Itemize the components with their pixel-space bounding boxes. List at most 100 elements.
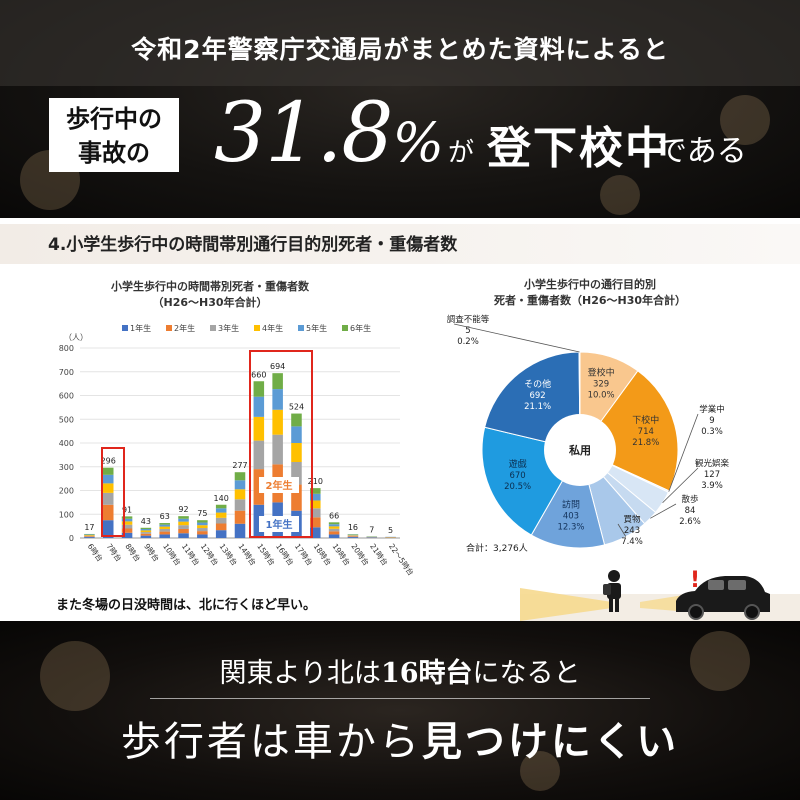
bar-segment (253, 504, 265, 538)
bar-segment (121, 521, 133, 525)
bar-segment (140, 527, 152, 529)
x-tick-label: 6時台 (86, 541, 106, 563)
highlight-box-15-17 (249, 350, 313, 538)
bar-legend: 1年生 2年生 3年生 4年生 5年生 6年生 (122, 323, 371, 333)
pie-slice-count: 243 (624, 526, 640, 536)
bar-segment (272, 373, 283, 390)
legend-swatch (166, 325, 172, 331)
legend-swatch (298, 325, 304, 331)
pie-slice-pct: 0.2% (457, 337, 479, 347)
leader-line (668, 413, 699, 492)
bar-segment (272, 389, 283, 410)
pie-slice-count: 5 (465, 326, 470, 336)
bar-segment (121, 524, 133, 529)
bokeh-light (40, 641, 110, 711)
bar-segment (291, 426, 302, 443)
pie-slice-label: 登校中 (588, 366, 615, 378)
bar-segment (253, 416, 265, 441)
legend-swatch (342, 325, 348, 331)
big-percentage: 31.8% (214, 84, 444, 193)
bar-total-label: 92 (178, 505, 188, 514)
x-tick-label: 8時台 (123, 541, 143, 563)
bar-segment (215, 517, 227, 524)
bar-total-label: 694 (270, 362, 285, 371)
bar-segment (102, 467, 114, 475)
bar-segment (84, 534, 95, 536)
bar-segment (310, 508, 321, 518)
bar-segment (291, 484, 302, 511)
bar-segment (159, 524, 170, 527)
bar-segment (197, 531, 208, 535)
bottom-line-1: 関東より北は16時台になると (0, 651, 800, 690)
bar-segment (310, 493, 321, 501)
bar-total-label: 140 (214, 494, 229, 503)
legend-label: 2年生 (174, 323, 195, 333)
section-title: 4.小学生歩行中の時間帯別通行目的別死者・重傷者数 (48, 235, 458, 255)
bottom-banner: 関東より北は16時台になると 歩行者は車から見つけにくい (0, 621, 800, 800)
bar-segment (215, 508, 227, 513)
x-tick-label: 9時台 (142, 541, 162, 563)
child-silhouette-icon (603, 570, 621, 612)
pie-slice-label: 買物 (623, 514, 641, 525)
leader-line (662, 467, 699, 504)
pie-slice-count: 714 (638, 427, 654, 437)
bar-chart-subtitle: （H26〜H30年合計） (152, 295, 267, 309)
bar-segment (215, 530, 227, 538)
x-tick-label: 12時台 (199, 541, 221, 567)
bar-total-label: 277 (232, 461, 247, 470)
bar-segment (121, 518, 133, 522)
bokeh-light (690, 631, 750, 691)
bar-segment (291, 443, 302, 462)
pie-slice-label: その他 (524, 378, 551, 390)
bar-segment (121, 532, 133, 538)
bar-segment (328, 528, 340, 532)
bar-segment (197, 534, 208, 538)
bar-segment (178, 521, 189, 526)
bar-total-label: 16 (348, 523, 358, 532)
y-axis-unit: （人） (64, 333, 88, 342)
pie-slice-pct: 20.5% (504, 482, 531, 492)
bar-segment (215, 512, 227, 518)
bar-segment (197, 525, 208, 529)
bar-total-label: 63 (160, 512, 170, 521)
bar-segment (197, 522, 208, 526)
pie-slice-pct: 12.3% (557, 522, 584, 532)
pie-slice-count: 329 (593, 379, 609, 389)
bar-segment (102, 504, 114, 521)
bokeh-light (600, 175, 640, 215)
bar-total-label: 296 (101, 457, 116, 466)
highlight-box-7 (101, 447, 125, 537)
bar-segment (84, 537, 95, 538)
bar-segment (140, 535, 152, 538)
x-tick-label: 7時台 (105, 541, 125, 563)
pie-total: 合計：3,276人 (466, 542, 528, 554)
bar-segment (84, 536, 95, 538)
bar-segment (328, 534, 340, 538)
pie-center-label: 私用 (569, 443, 591, 457)
exclamation-icon: ! (690, 568, 700, 593)
bar-total-label: 524 (289, 403, 304, 412)
bar-segment (140, 530, 152, 533)
bottom-line-2b: 見つけにくい (421, 718, 680, 765)
y-tick-label: 300 (59, 463, 74, 472)
bar-segment (178, 528, 189, 534)
legend-swatch (210, 325, 216, 331)
pie-slice-label: 観光娯楽 (695, 458, 730, 469)
bar-segment (178, 533, 189, 538)
legend-label: 6年生 (350, 323, 371, 333)
tail-phrase: である (657, 134, 747, 169)
bottom-line-2: 歩行者は車から見つけにくい (0, 709, 800, 767)
bar-segment (159, 534, 170, 538)
tag-line-2: 事故の (78, 139, 150, 167)
bar-segment (253, 381, 265, 397)
bar-x-ticks: 6時台 7時台 8時台 9時台 10時台11時台12時台13時台14時台15時台16時台… (86, 541, 416, 577)
bar-segment (253, 469, 265, 505)
legend-label: 4年生 (262, 323, 283, 333)
pie-slice-label: 調査不能等 (447, 314, 490, 325)
y-tick-label: 400 (59, 439, 74, 448)
bar-segment (310, 500, 321, 509)
annotation-1nen: 1年生 (266, 518, 293, 531)
bar-segment (347, 536, 359, 538)
bar-segment (84, 535, 95, 537)
